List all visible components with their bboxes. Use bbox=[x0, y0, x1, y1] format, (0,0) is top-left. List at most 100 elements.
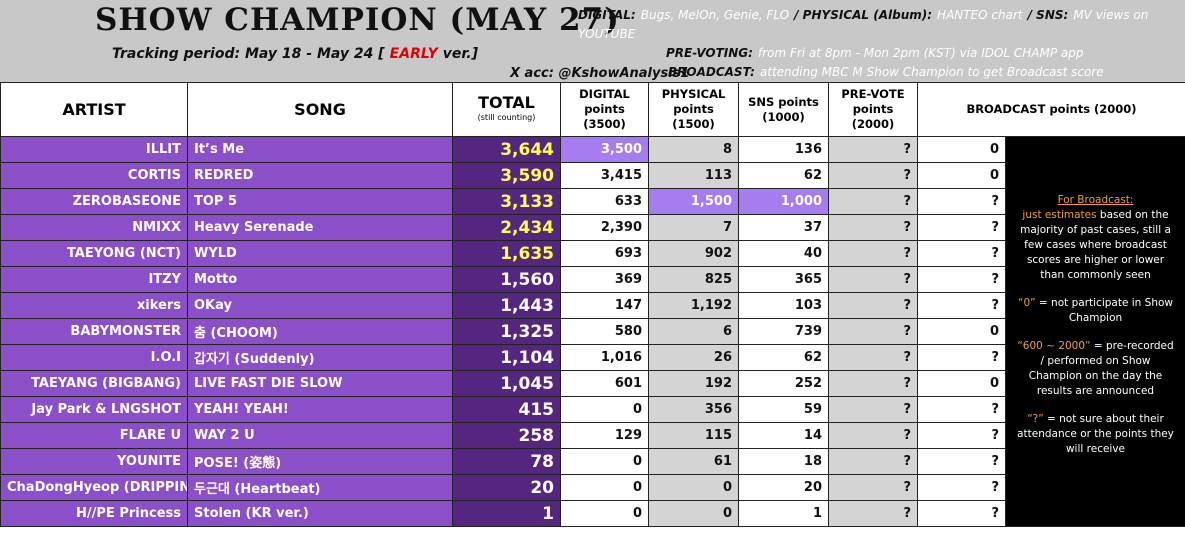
sns-cell: 62 bbox=[738, 344, 829, 371]
broadcast-cell: 0 bbox=[917, 318, 1006, 345]
digital-cell: 369 bbox=[560, 266, 649, 293]
note-key: “600 ~ 2000” bbox=[1017, 340, 1091, 352]
artist-cell: Jay Park & LNGSHOT bbox=[0, 396, 188, 423]
column-label: ARTIST bbox=[62, 100, 126, 119]
sns-cell: 365 bbox=[738, 266, 829, 293]
digital-cell: 601 bbox=[560, 370, 649, 397]
broadcast-cell: ? bbox=[917, 214, 1006, 241]
column-sub: (still counting) bbox=[477, 112, 536, 122]
sns-cell: 37 bbox=[738, 214, 829, 241]
column-label: DIGITAL points (3500) bbox=[579, 87, 630, 131]
tracking-period: Tracking period: May 18 - May 24 [EARLY v… bbox=[112, 46, 478, 62]
artist-cell: TAEYANG (BIGBANG) bbox=[0, 370, 188, 397]
artist-cell: ILLIT bbox=[0, 136, 188, 163]
digital-cell: 0 bbox=[560, 500, 649, 527]
physical-cell: 61 bbox=[648, 448, 739, 475]
info-value: attending MBC M Show Champion to get Bro… bbox=[759, 65, 1104, 79]
broadcast-cell: 0 bbox=[917, 370, 1006, 397]
digital-cell: 2,390 bbox=[560, 214, 649, 241]
note-heading: For Broadcast: bbox=[1057, 194, 1134, 206]
broadcast-cell: ? bbox=[917, 292, 1006, 319]
physical-cell: 0 bbox=[648, 500, 739, 527]
total-cell: 258 bbox=[452, 422, 561, 449]
pre-vote-cell: ? bbox=[828, 500, 918, 527]
total-cell: 3,590 bbox=[452, 162, 561, 189]
pre-vote-cell: ? bbox=[828, 162, 918, 189]
sns-cell: 1 bbox=[738, 500, 829, 527]
table-row: BABYMONSTER 춤 (CHOOM) 1,325 580 6 739? 0 bbox=[0, 318, 1185, 345]
artist-cell: NMIXX bbox=[0, 214, 188, 241]
broadcast-cell: ? bbox=[917, 240, 1006, 267]
physical-cell: 1,500 bbox=[648, 188, 739, 215]
physical-cell: 902 bbox=[648, 240, 739, 267]
note-paragraph: “?” = not sure about their attendance or… bbox=[1014, 412, 1177, 457]
info-line: DIGITAL: Bugs, MelOn, Genie, FLO / PHYSICA… bbox=[578, 6, 1185, 44]
total-cell: 1,104 bbox=[452, 344, 561, 371]
physical-cell: 26 bbox=[648, 344, 739, 371]
note-text: = not sure about their attendance or the… bbox=[1017, 413, 1174, 455]
broadcast-cell: ? bbox=[917, 344, 1006, 371]
note-text: = pre-recorded / performed on Show Champ… bbox=[1028, 340, 1174, 397]
broadcast-cell: 0 bbox=[917, 136, 1006, 163]
sns-cell: 62 bbox=[738, 162, 829, 189]
info: DIGITAL: Bugs, MelOn, Genie, FLO / PHYSICA… bbox=[578, 6, 1185, 82]
info-line: PRE-VOTING: from Fri at 8pm - Mon 2pm (KS… bbox=[578, 44, 1185, 63]
table-row: H//PE Princess Stolen (KR ver.) 1 0 0 1?? bbox=[0, 500, 1185, 527]
column-header: SONG bbox=[187, 82, 453, 137]
broadcast-cell: ? bbox=[917, 266, 1006, 293]
column-label: PHYSICAL points (1500) bbox=[661, 87, 726, 131]
column-header: TOTAL (still counting) bbox=[452, 82, 561, 137]
sns-cell: 1,000 bbox=[738, 188, 829, 215]
artist-cell: xikers bbox=[0, 292, 188, 319]
table-row: YOUNITE POSE! (姿態) 78 0 61 18?? bbox=[0, 448, 1185, 475]
artist-cell: ITZY bbox=[0, 266, 188, 293]
artist-cell: ChaDongHyeop (DRIPPIN) bbox=[0, 474, 188, 501]
total-cell: 1,443 bbox=[452, 292, 561, 319]
physical-cell: 115 bbox=[648, 422, 739, 449]
artist-cell: ZEROBASEONE bbox=[0, 188, 188, 215]
pre-vote-cell: ? bbox=[828, 188, 918, 215]
pre-vote-cell: ? bbox=[828, 266, 918, 293]
digital-cell: 3,415 bbox=[560, 162, 649, 189]
digital-cell: 1,016 bbox=[560, 344, 649, 371]
info-key: PRE-VOTING: bbox=[666, 46, 753, 60]
artist-cell: YOUNITE bbox=[0, 448, 188, 475]
digital-cell: 147 bbox=[560, 292, 649, 319]
note-key: “?” bbox=[1027, 413, 1044, 425]
table-row: xikers OKay 1,443 147 1,192 103?? bbox=[0, 292, 1185, 319]
info-key: BROADCAST: bbox=[668, 65, 755, 79]
column-label: SNS points (1000) bbox=[748, 94, 819, 124]
artist-cell: FLARE U bbox=[0, 422, 188, 449]
song-cell: LIVE FAST DIE SLOW bbox=[187, 370, 453, 397]
digital-cell: 0 bbox=[560, 474, 649, 501]
total-cell: 1,560 bbox=[452, 266, 561, 293]
song-cell: Stolen (KR ver.) bbox=[187, 500, 453, 527]
total-cell: 3,133 bbox=[452, 188, 561, 215]
column-header: ARTIST bbox=[0, 82, 188, 137]
sns-cell: 739 bbox=[738, 318, 829, 345]
sns-cell: 18 bbox=[738, 448, 829, 475]
physical-cell: 6 bbox=[648, 318, 739, 345]
note-text: based on the majority of past cases, sti… bbox=[1020, 209, 1171, 281]
pre-vote-cell: ? bbox=[828, 370, 918, 397]
physical-cell: 825 bbox=[648, 266, 739, 293]
digital-cell: 693 bbox=[560, 240, 649, 267]
digital-cell: 633 bbox=[560, 188, 649, 215]
note-text: = not participate in Show Champion bbox=[1038, 297, 1173, 324]
sns-cell: 252 bbox=[738, 370, 829, 397]
digital-cell: 129 bbox=[560, 422, 649, 449]
pre-vote-cell: ? bbox=[828, 422, 918, 449]
column-label: SONG bbox=[294, 100, 346, 119]
note-lead: just estimates bbox=[1022, 209, 1097, 221]
pre-vote-cell: ? bbox=[828, 240, 918, 267]
table-row: ILLIT It’s Me 3,644 3,500 8 136? 0 For Broadcas… bbox=[0, 136, 1185, 527]
physical-cell: 356 bbox=[648, 396, 739, 423]
table-row: ZEROBASEONE TOP 5 3,133 633 1,500 1,000?? bbox=[0, 188, 1185, 215]
song-cell: 갑자기 (Suddenly) bbox=[187, 344, 453, 371]
sns-cell: 103 bbox=[738, 292, 829, 319]
artist-cell: CORTIS bbox=[0, 162, 188, 189]
sns-cell: 20 bbox=[738, 474, 829, 501]
table-row: FLARE U WAY 2 U 258 129 115 14?? bbox=[0, 422, 1185, 449]
broadcast-cell: 0 bbox=[917, 162, 1006, 189]
